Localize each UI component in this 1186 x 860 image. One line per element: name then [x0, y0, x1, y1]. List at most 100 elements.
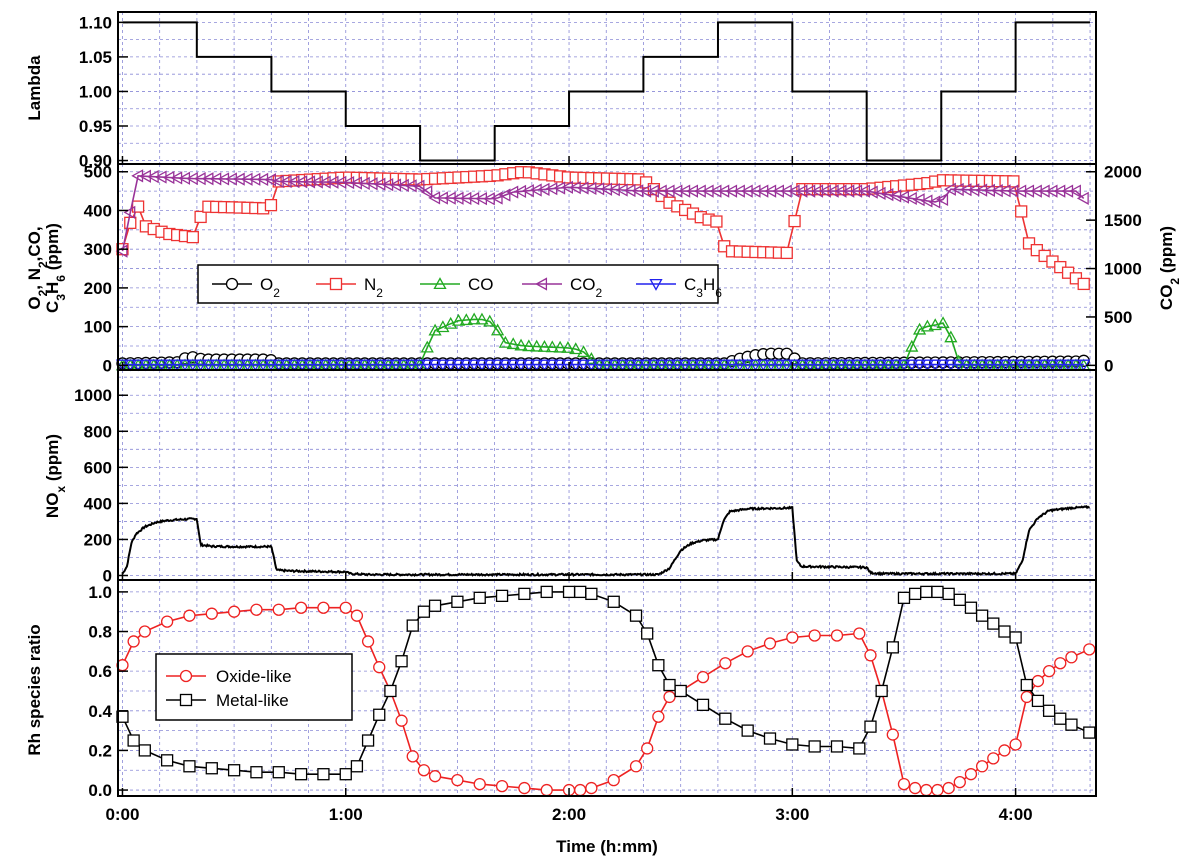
data-point-c3h6 — [616, 359, 630, 372]
data-point-co2 — [146, 170, 159, 184]
data-point-co2 — [350, 176, 362, 190]
data-point-metal-like — [886, 641, 899, 654]
data-point-metal-like — [339, 768, 352, 781]
data-point-co2 — [451, 191, 464, 205]
data-point-oxide-like — [953, 775, 966, 789]
data-point-co2 — [725, 184, 738, 198]
legend-marker-metal-like — [179, 693, 193, 707]
gas-y-left-tick-label: 0 — [103, 356, 112, 375]
data-point-co2 — [131, 169, 144, 183]
legend-label-o2: O2 — [260, 275, 280, 300]
data-point-c3h6 — [920, 359, 935, 372]
nox-y-tick-label: 800 — [84, 422, 112, 441]
data-point-c3h6 — [162, 359, 176, 372]
data-point-c3h6 — [819, 359, 833, 372]
data-point-c3h6 — [498, 359, 513, 372]
data-point-metal-like — [562, 585, 576, 599]
data-point-c3h6 — [186, 359, 200, 372]
data-point-n2 — [124, 216, 137, 230]
legend-marker-o2 — [225, 277, 239, 291]
data-point-c3h6 — [514, 359, 528, 372]
data-point-c3h6 — [467, 359, 481, 372]
data-point-metal-like — [975, 609, 989, 622]
data-point-c3h6 — [365, 359, 380, 372]
data-point-co2 — [936, 192, 949, 207]
data-point-c3h6 — [694, 359, 708, 372]
data-point-metal-like — [1054, 712, 1067, 725]
data-point-metal-like — [864, 720, 877, 733]
data-point-metal-like — [1031, 694, 1045, 708]
data-point-co2 — [1076, 191, 1089, 205]
data-point-c3h6 — [858, 359, 872, 372]
data-point-co — [498, 335, 513, 348]
legend-label-c3h6: C3H6 — [684, 275, 722, 300]
data-point-co2 — [256, 172, 269, 187]
data-point-c3h6 — [217, 359, 231, 372]
data-point-co — [490, 323, 505, 336]
data-point-c3h6 — [1030, 359, 1044, 372]
data-point-c3h6 — [436, 359, 450, 372]
data-point-oxide-like — [428, 770, 442, 783]
data-point-n2 — [1022, 237, 1036, 250]
data-point-oxide-like — [652, 710, 665, 723]
data-point-co2 — [490, 191, 503, 205]
data-point-co2 — [436, 191, 448, 205]
data-point-c3h6 — [373, 359, 387, 372]
data-point-co2 — [248, 172, 261, 186]
data-point-c3h6 — [405, 359, 419, 372]
data-point-co2 — [311, 175, 323, 189]
data-point-c3h6 — [701, 359, 716, 372]
nox-y-tick-label: 400 — [84, 494, 112, 513]
data-point-co2 — [115, 244, 128, 258]
lambda-y-tick-label: 0.95 — [79, 117, 112, 136]
data-point-co2 — [1069, 184, 1081, 198]
data-point-c3h6 — [233, 359, 247, 372]
data-point-co2 — [1053, 184, 1066, 198]
data-point-c3h6 — [389, 359, 403, 372]
lambda-panel: 0.90 0.95 1.00 1.05 1.10 — [79, 11, 1097, 171]
data-point-metal-like — [1020, 678, 1033, 692]
data-point-c3h6 — [412, 359, 427, 372]
data-point-n2 — [186, 230, 199, 244]
data-point-c3h6 — [873, 359, 888, 372]
data-point-co2 — [326, 175, 339, 189]
data-point-c3h6 — [709, 359, 724, 372]
data-point-co2 — [154, 170, 167, 184]
data-point-co2 — [623, 183, 636, 198]
data-point-metal-like — [585, 587, 598, 601]
data-point-co — [920, 319, 935, 332]
data-point-co2 — [779, 184, 792, 198]
data-point-oxide-like — [227, 605, 241, 618]
data-point-c3h6 — [537, 359, 552, 372]
data-point-co2 — [709, 184, 722, 198]
data-point-oxide-like — [1020, 690, 1033, 704]
data-point-c3h6 — [936, 359, 950, 372]
data-point-metal-like — [998, 625, 1011, 638]
data-point-co2 — [678, 184, 691, 198]
data-point-co2 — [287, 175, 300, 189]
gas-y-axis-label-left: O2, N2,CO, — [25, 226, 50, 309]
data-point-co2 — [232, 172, 245, 186]
data-point-co2 — [365, 177, 378, 191]
data-point-oxide-like — [897, 777, 911, 791]
data-point-c3h6 — [475, 359, 489, 372]
data-point-c3h6 — [952, 359, 966, 372]
data-point-c3h6 — [928, 359, 942, 372]
legend-marker-co2 — [535, 277, 548, 291]
data-point-co — [420, 340, 434, 353]
data-point-metal-like — [384, 684, 397, 698]
data-point-metal-like — [574, 585, 587, 599]
rh-y-tick-label: 0.6 — [88, 662, 112, 681]
data-point-c3h6 — [444, 359, 458, 372]
data-point-co2 — [443, 191, 456, 205]
data-point-co — [905, 339, 919, 352]
data-point-metal-like — [808, 740, 821, 753]
data-point-c3h6 — [600, 359, 614, 372]
data-point-c3h6 — [647, 359, 661, 372]
data-point-oxide-like — [574, 783, 587, 797]
data-point-oxide-like — [540, 783, 553, 797]
data-point-co2 — [334, 175, 347, 189]
data-point-co2 — [959, 183, 972, 197]
data-point-c3h6 — [295, 359, 309, 372]
data-point-co2 — [670, 184, 683, 198]
